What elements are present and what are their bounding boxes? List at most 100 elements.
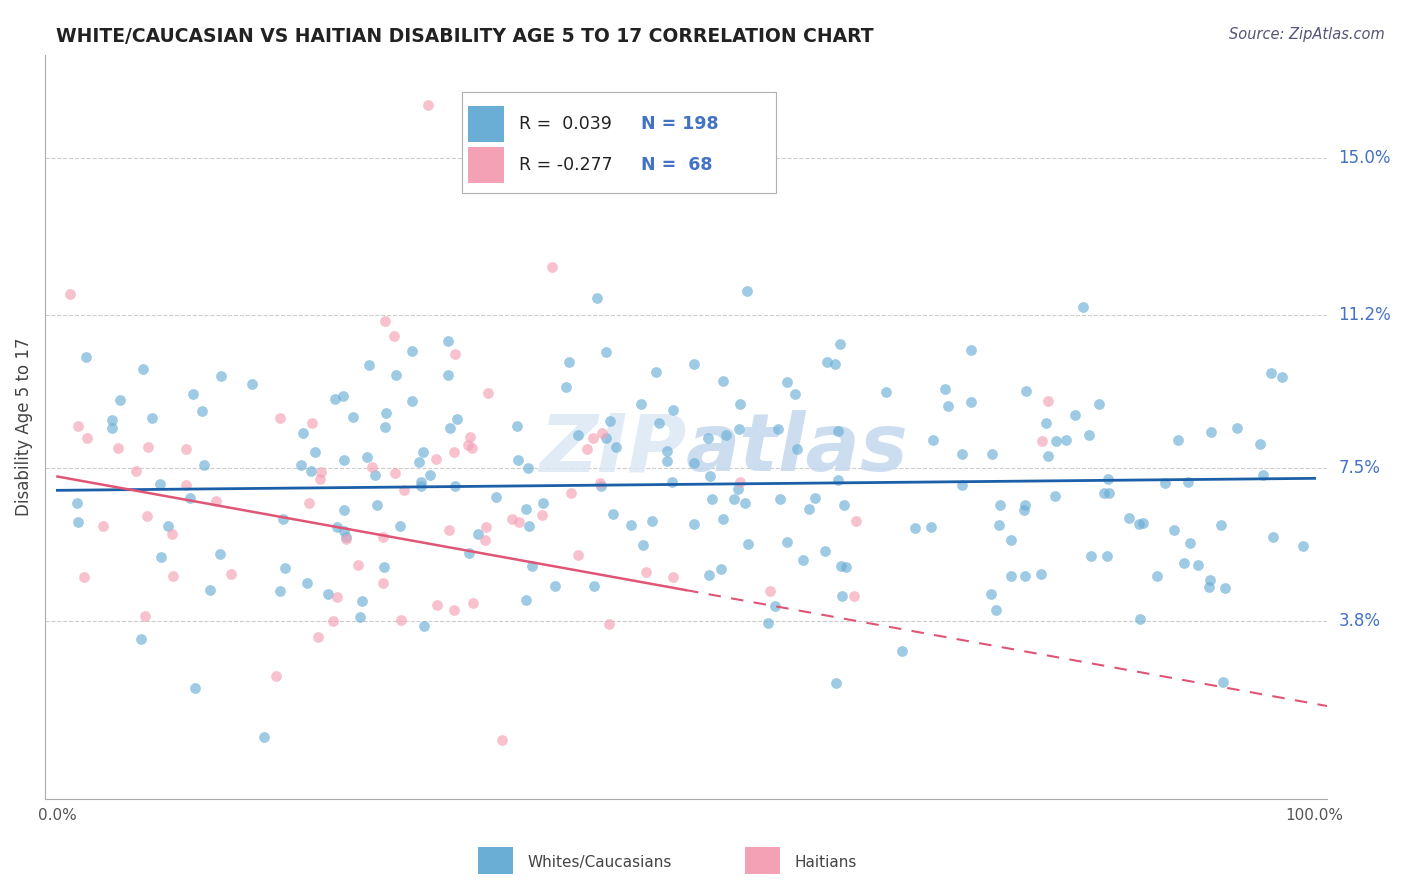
Point	[758, 616, 780, 631]
Text: 15.0%: 15.0%	[1339, 150, 1391, 168]
Point	[474, 520, 496, 534]
Point	[1199, 425, 1222, 440]
Point	[1097, 472, 1119, 486]
Point	[457, 546, 479, 560]
Point	[437, 523, 460, 537]
Point	[517, 519, 540, 533]
Point	[179, 491, 201, 506]
Point	[411, 475, 433, 489]
Point	[827, 473, 849, 487]
Point	[467, 526, 489, 541]
Point	[253, 730, 276, 744]
Point	[1014, 569, 1036, 583]
Point	[560, 485, 582, 500]
Point	[797, 501, 820, 516]
Point	[662, 570, 685, 584]
Point	[988, 518, 1011, 533]
Point	[645, 366, 668, 380]
Point	[960, 343, 983, 357]
Point	[418, 97, 440, 112]
Point	[1292, 539, 1315, 553]
Text: R =  0.039: R = 0.039	[519, 115, 612, 133]
Point	[1146, 568, 1168, 582]
Point	[371, 576, 394, 591]
Point	[1261, 530, 1284, 544]
Point	[554, 380, 576, 394]
Point	[589, 479, 612, 493]
Point	[1038, 449, 1060, 463]
Point	[443, 445, 465, 459]
Point	[1000, 533, 1022, 548]
Point	[835, 559, 858, 574]
Point	[474, 533, 496, 547]
Point	[299, 464, 322, 478]
Point	[661, 403, 683, 417]
Point	[1063, 409, 1085, 423]
Point	[602, 507, 624, 521]
Point	[582, 579, 605, 593]
Point	[385, 368, 408, 382]
Point	[1129, 612, 1152, 626]
Point	[1212, 675, 1234, 690]
Text: N =  68: N = 68	[641, 156, 713, 174]
Point	[505, 418, 527, 433]
Point	[1180, 536, 1202, 550]
Point	[567, 548, 589, 562]
Point	[426, 598, 449, 612]
Point	[335, 532, 357, 546]
Point	[325, 591, 347, 605]
Text: ZIP: ZIP	[538, 410, 686, 488]
Point	[269, 584, 291, 599]
Point	[936, 399, 959, 413]
Point	[73, 570, 96, 584]
Point	[730, 397, 752, 411]
Point	[737, 284, 759, 298]
Point	[922, 433, 945, 447]
Point	[461, 441, 484, 455]
Point	[1251, 467, 1274, 482]
Point	[591, 426, 613, 441]
Point	[409, 478, 432, 492]
Text: Haitians: Haitians	[794, 855, 856, 870]
Point	[240, 376, 263, 391]
Point	[491, 732, 513, 747]
Point	[541, 260, 564, 275]
Point	[374, 314, 396, 328]
Point	[107, 441, 129, 455]
Point	[350, 594, 373, 608]
Point	[332, 388, 354, 402]
Point	[586, 291, 609, 305]
Point	[401, 344, 423, 359]
Point	[728, 422, 751, 436]
Point	[824, 357, 846, 371]
Point	[1198, 580, 1220, 594]
Point	[501, 512, 523, 526]
Point	[589, 475, 612, 490]
Point	[605, 440, 627, 454]
Point	[783, 387, 806, 401]
Point	[1014, 498, 1036, 512]
Point	[558, 355, 581, 369]
Point	[517, 461, 540, 475]
Point	[1054, 433, 1077, 447]
Point	[443, 603, 465, 617]
Point	[439, 421, 461, 435]
Point	[323, 392, 346, 406]
Point	[567, 428, 589, 442]
Point	[157, 518, 180, 533]
Point	[332, 502, 354, 516]
Point	[209, 369, 232, 384]
Point	[875, 384, 897, 399]
Point	[620, 517, 643, 532]
Point	[1132, 516, 1154, 530]
Point	[1187, 558, 1209, 573]
Point	[804, 491, 827, 506]
Point	[412, 445, 434, 459]
Point	[1173, 556, 1195, 570]
Text: N = 198: N = 198	[641, 115, 718, 133]
Point	[134, 608, 156, 623]
Point	[100, 421, 122, 435]
Point	[408, 455, 430, 469]
Point	[737, 537, 759, 551]
Point	[697, 567, 720, 582]
